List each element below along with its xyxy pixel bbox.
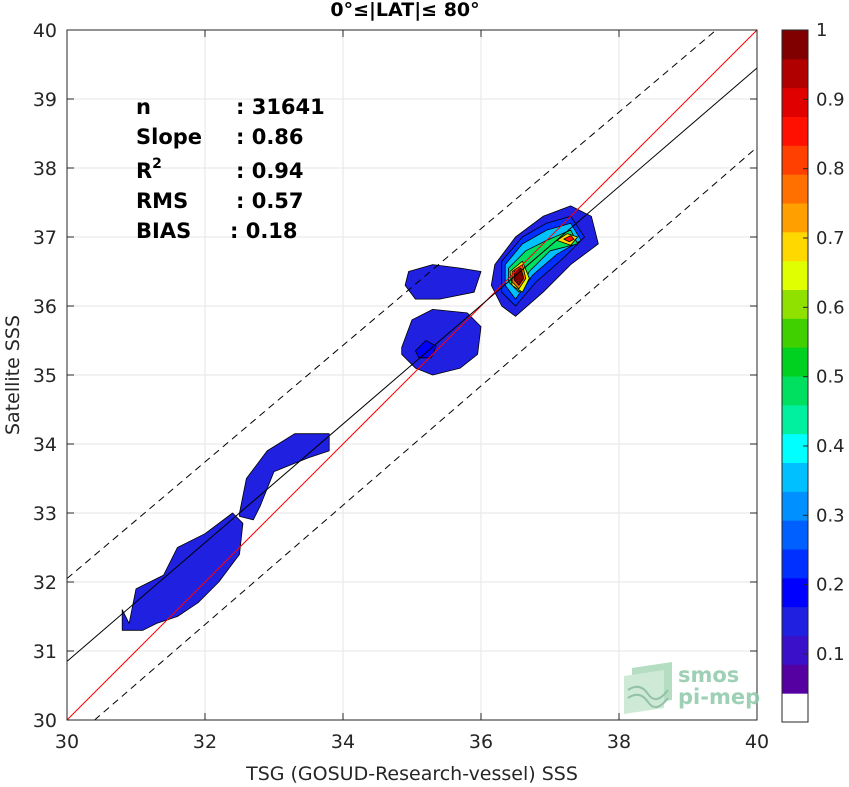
y-tick-label: 30 <box>33 710 57 732</box>
y-axis-ticks: 30 31 32 33 34 35 36 37 38 39 40 <box>33 20 757 732</box>
colorbar-segment <box>782 693 808 723</box>
x-axis-ticks: 30 32 34 36 38 40 <box>55 30 769 753</box>
density-region-cluster-37-peak <box>513 267 525 286</box>
colorbar-segment <box>782 404 808 435</box>
colorbar-segment <box>782 462 808 492</box>
y-tick-label: 39 <box>33 89 57 111</box>
y-tick-label: 32 <box>33 572 57 594</box>
colorbar-segment <box>782 577 808 608</box>
line-lower-bound <box>94 146 757 720</box>
y-tick-label: 37 <box>33 227 57 249</box>
colorbar-tick-label: 0.5 <box>816 367 845 388</box>
density-region-cluster-37-east-l6 <box>563 235 575 243</box>
y-tick-label: 31 <box>33 641 57 663</box>
colorbar-segment <box>782 376 808 406</box>
colorbar-segment <box>782 145 808 175</box>
colorbar-tick-label: 0.3 <box>816 505 845 526</box>
colorbar: 0.1 0.2 0.3 0.4 0.5 0.6 0.7 0.8 0.9 1 <box>781 20 845 723</box>
y-tick-label: 33 <box>33 503 57 525</box>
colorbar-tick-label: 0.2 <box>816 575 845 596</box>
colorbar-segment <box>782 606 808 636</box>
colorbar-tick-label: 0.8 <box>816 159 845 180</box>
line-upper-bound <box>67 30 717 579</box>
colorbar-segment <box>782 58 808 89</box>
stat-label-slope: Slope <box>136 125 202 149</box>
y-tick-label: 36 <box>33 296 57 318</box>
stat-value-bias: : 0.18 <box>230 219 298 243</box>
y-tick-label: 34 <box>33 434 57 456</box>
y-tick-label: 38 <box>33 158 57 180</box>
logo-waves-icon <box>624 662 672 714</box>
x-tick-label: 34 <box>331 731 355 753</box>
colorbar-segment <box>782 433 808 463</box>
y-tick-label: 35 <box>33 365 57 387</box>
x-tick-label: 32 <box>193 731 217 753</box>
stat-value-rms: : 0.57 <box>236 189 304 213</box>
colorbar-segment <box>782 87 808 117</box>
colorbar-segment <box>782 289 808 319</box>
line-1-1-line <box>67 30 757 720</box>
line-regression <box>67 67 757 662</box>
density-region-cluster-31 <box>121 512 244 631</box>
y-axis-label: Satellite SSS <box>2 315 24 435</box>
colorbar-tick-label: 0.7 <box>816 228 845 249</box>
stat-value-n: : 31641 <box>236 95 325 119</box>
x-tick-label: 30 <box>55 731 79 753</box>
colorbar-frame <box>781 29 809 723</box>
colorbar-tick-label: 0.4 <box>816 436 845 457</box>
colorbar-tick-label: 0.1 <box>816 644 845 665</box>
logo-line-1: smos <box>678 663 739 687</box>
colorbar-segment <box>782 520 808 550</box>
colorbar-segment <box>782 30 808 60</box>
colorbar-segment <box>782 635 808 665</box>
density-region-cluster-35-core <box>414 340 437 359</box>
x-tick-label: 36 <box>469 731 493 753</box>
stat-value-slope: : 0.86 <box>236 125 304 149</box>
stat-label-bias: BIAS <box>136 219 191 243</box>
colorbar-segment <box>782 664 808 694</box>
colorbar-segment <box>782 174 808 204</box>
colorbar-segment <box>782 116 808 146</box>
colorbar-segment <box>782 318 808 348</box>
colorbar-segment <box>782 231 808 262</box>
colorbar-segment <box>782 203 808 233</box>
smos-pi-mep-logo: smos pi-mep <box>624 662 760 714</box>
stat-value-r: : 0.94 <box>236 159 304 183</box>
colorbar-segment <box>782 491 808 521</box>
stat-label-rms: RMS <box>136 189 188 213</box>
x-tick-label: 40 <box>745 731 769 753</box>
stat-label-superscript: 2 <box>152 156 162 172</box>
colorbar-tick-label: 1 <box>816 20 827 41</box>
y-tick-label: 40 <box>33 20 57 42</box>
logo-line-2: pi-mep <box>678 685 760 709</box>
colorbar-segment <box>782 549 808 579</box>
x-tick-label: 38 <box>607 731 631 753</box>
colorbar-segment <box>782 260 808 290</box>
colorbar-tick-label: 0.9 <box>816 89 845 110</box>
stat-label-n: n <box>136 95 151 119</box>
chart-title: 0°≤|LAT|≤ 80° <box>330 0 479 21</box>
x-axis-label: TSG (GOSUD-Research-vessel) SSS <box>245 763 578 785</box>
colorbar-segment <box>782 347 808 377</box>
reference-lines <box>67 30 757 720</box>
colorbar-tick-label: 0.6 <box>816 297 845 318</box>
